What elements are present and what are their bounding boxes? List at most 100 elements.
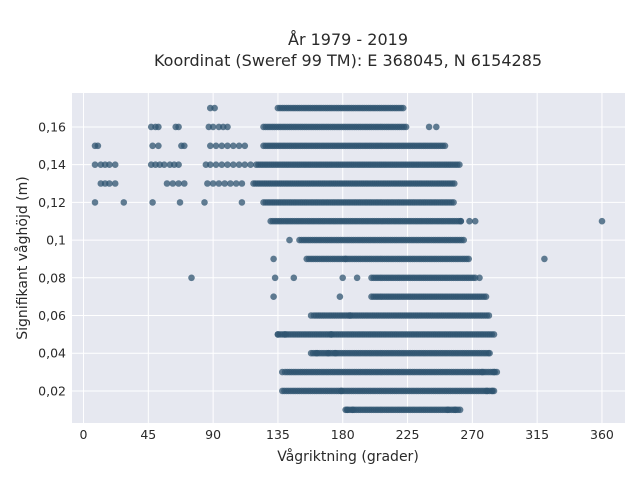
data-point bbox=[450, 199, 457, 206]
data-point bbox=[281, 331, 289, 338]
data-point bbox=[465, 255, 473, 263]
data-point bbox=[235, 142, 243, 150]
data-point bbox=[457, 217, 465, 225]
y-tick-label: 0,06 bbox=[38, 308, 66, 323]
data-point bbox=[120, 199, 128, 206]
x-tick-label: 360 bbox=[590, 427, 614, 442]
chart-subtitle: Koordinat (Sweref 99 TM): E 368045, N 61… bbox=[154, 51, 542, 70]
data-point bbox=[212, 161, 220, 168]
data-point bbox=[349, 406, 357, 414]
chart-title: År 1979 - 2019 bbox=[288, 30, 408, 49]
data-point bbox=[490, 368, 498, 376]
data-point bbox=[91, 161, 99, 168]
data-point bbox=[230, 142, 237, 150]
data-point bbox=[207, 161, 214, 168]
x-tick-label: 90 bbox=[205, 427, 221, 442]
data-point bbox=[290, 274, 298, 282]
data-point bbox=[247, 161, 254, 168]
data-point bbox=[175, 180, 182, 187]
data-point bbox=[106, 161, 113, 168]
data-point bbox=[346, 312, 354, 319]
data-point bbox=[106, 180, 113, 187]
y-tick-label: 0,02 bbox=[38, 383, 66, 398]
data-point bbox=[307, 312, 315, 319]
data-point bbox=[241, 142, 249, 150]
data-point bbox=[483, 387, 491, 395]
data-point bbox=[160, 161, 168, 168]
data-point bbox=[188, 274, 195, 282]
data-point bbox=[175, 123, 182, 131]
data-point bbox=[155, 123, 162, 131]
data-point bbox=[163, 180, 171, 187]
data-point bbox=[402, 123, 410, 131]
y-tick-label: 0,04 bbox=[38, 346, 66, 361]
data-point bbox=[207, 142, 214, 150]
data-point bbox=[433, 123, 440, 131]
data-point bbox=[176, 199, 184, 206]
data-point bbox=[218, 161, 226, 168]
x-tick-label: 135 bbox=[266, 427, 290, 442]
data-point bbox=[224, 123, 231, 131]
data-point bbox=[489, 387, 496, 395]
x-axis-label: Vågriktning (grader) bbox=[277, 448, 419, 465]
data-point bbox=[274, 331, 282, 338]
data-point bbox=[482, 293, 490, 301]
data-point bbox=[111, 161, 119, 168]
y-tick-label: 0,16 bbox=[38, 119, 66, 134]
data-point bbox=[270, 293, 277, 301]
data-point bbox=[336, 293, 344, 301]
x-tick-label: 45 bbox=[140, 427, 156, 442]
x-tick-label: 0 bbox=[80, 427, 88, 442]
data-point bbox=[339, 274, 347, 282]
y-tick-label: 0,08 bbox=[38, 270, 66, 285]
data-point bbox=[338, 387, 345, 395]
data-point bbox=[94, 142, 102, 150]
data-point bbox=[451, 406, 459, 414]
data-point bbox=[91, 199, 99, 206]
data-point bbox=[466, 217, 473, 225]
data-point bbox=[541, 255, 548, 263]
data-point bbox=[169, 180, 177, 187]
data-point bbox=[313, 349, 321, 357]
y-tick-label: 0,1 bbox=[46, 233, 66, 248]
y-axis-label: Signifikant våghöjd (m) bbox=[14, 176, 31, 339]
data-point bbox=[451, 180, 458, 187]
data-point bbox=[271, 274, 279, 282]
data-point bbox=[238, 199, 246, 206]
data-point bbox=[343, 406, 351, 414]
ticks-layer: 0 45 90 135 180 225 270 315 360 0,02 0,04 0,06 0,08 0… bbox=[38, 119, 614, 442]
data-point bbox=[232, 180, 240, 187]
data-point bbox=[444, 406, 452, 414]
data-point bbox=[399, 104, 407, 112]
data-point bbox=[149, 142, 156, 150]
data-point bbox=[270, 255, 277, 263]
data-point bbox=[230, 161, 237, 168]
data-point bbox=[479, 368, 486, 376]
data-point bbox=[456, 161, 463, 168]
data-point bbox=[441, 142, 449, 150]
data-point bbox=[456, 406, 464, 414]
data-point bbox=[212, 142, 220, 150]
data-point bbox=[476, 274, 483, 282]
data-point bbox=[598, 217, 606, 225]
data-point bbox=[485, 312, 493, 319]
data-point bbox=[224, 161, 231, 168]
data-point bbox=[327, 331, 335, 338]
x-tick-label: 270 bbox=[460, 427, 484, 442]
y-tick-label: 0,12 bbox=[38, 195, 66, 210]
data-point bbox=[241, 161, 249, 168]
y-tick-label: 0,14 bbox=[38, 157, 66, 172]
x-tick-label: 315 bbox=[525, 427, 549, 442]
data-point bbox=[332, 349, 339, 357]
x-tick-label: 180 bbox=[331, 427, 355, 442]
data-point bbox=[342, 255, 349, 263]
data-point bbox=[218, 142, 226, 150]
data-point bbox=[181, 180, 188, 187]
data-point bbox=[471, 217, 479, 225]
data-point bbox=[286, 236, 293, 244]
data-point bbox=[204, 180, 211, 187]
data-point bbox=[209, 180, 217, 187]
data-point bbox=[227, 180, 234, 187]
